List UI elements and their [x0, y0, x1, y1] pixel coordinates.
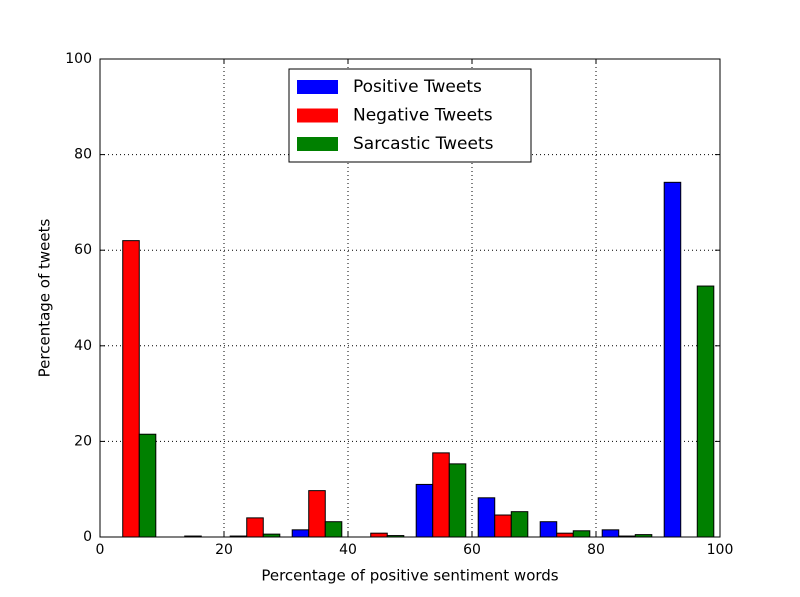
bar — [539, 521, 558, 538]
bar — [324, 521, 343, 538]
bar — [138, 433, 157, 538]
bar — [415, 483, 434, 538]
y-tick-label: 20 — [74, 433, 92, 449]
bar — [556, 532, 574, 538]
bar — [601, 529, 620, 538]
legend-swatch — [297, 108, 338, 123]
y-tick-label: 80 — [74, 147, 92, 163]
x-tick-label: 0 — [96, 542, 105, 558]
y-tick-label: 60 — [74, 242, 92, 258]
legend-label: Sarcastic Tweets — [353, 134, 494, 154]
x-tick-label: 60 — [463, 542, 481, 558]
bar — [510, 511, 529, 538]
x-axis-label: Percentage of positive sentiment words — [261, 567, 558, 585]
plot-frame — [99, 58, 721, 538]
bar — [477, 497, 496, 538]
bar — [370, 532, 388, 538]
legend-label: Negative Tweets — [353, 106, 493, 126]
legend-swatch — [297, 137, 338, 151]
legend-label: Positive Tweets — [353, 77, 482, 97]
bar — [432, 452, 450, 538]
x-tick-label: 20 — [215, 542, 233, 558]
bar — [663, 181, 682, 538]
bar — [572, 530, 591, 538]
bar — [291, 529, 310, 538]
bar — [448, 463, 467, 538]
bar — [308, 490, 326, 538]
bar — [122, 240, 140, 538]
legend-swatch — [297, 80, 338, 94]
y-tick-label: 100 — [65, 51, 92, 67]
x-tick-label: 80 — [587, 542, 605, 558]
y-tick-label: 40 — [74, 338, 92, 354]
y-axis-label: Percentage of tweets — [36, 218, 54, 377]
x-tick-label: 100 — [707, 542, 734, 558]
bar — [494, 514, 512, 538]
bar — [696, 285, 715, 538]
legend: Positive Tweets Negative Tweets Sarcastic … — [288, 68, 532, 163]
bar — [246, 517, 264, 538]
x-tick-label: 40 — [339, 542, 357, 558]
y-tick-label: 0 — [83, 529, 92, 545]
